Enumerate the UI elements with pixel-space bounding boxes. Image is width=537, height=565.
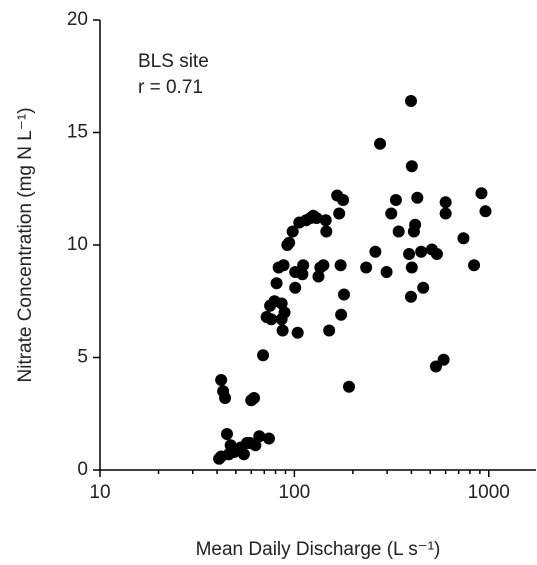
point (276, 324, 289, 337)
point (270, 277, 283, 290)
point (405, 261, 418, 274)
point (312, 270, 325, 283)
point (475, 187, 488, 200)
point (262, 432, 275, 445)
y-tick-label: 15 (67, 122, 88, 143)
point (343, 380, 356, 393)
point (265, 313, 278, 326)
point (404, 290, 417, 303)
point (405, 160, 418, 173)
point (253, 430, 266, 443)
x-tick-label: 1000 (468, 482, 510, 503)
point (369, 245, 382, 258)
point (317, 259, 330, 272)
x-tick-label: 10 (89, 482, 110, 503)
point (415, 245, 428, 258)
point (392, 225, 405, 238)
point (215, 374, 228, 386)
point (296, 268, 309, 281)
point (248, 392, 261, 404)
point (220, 428, 233, 440)
point (283, 236, 296, 249)
point (333, 207, 346, 220)
point (286, 225, 299, 238)
y-tick-label: 20 (67, 9, 88, 30)
point (323, 324, 336, 337)
point (479, 205, 492, 218)
point (468, 259, 481, 272)
x-tick-label: 100 (279, 482, 311, 503)
point (417, 281, 430, 294)
point (289, 281, 302, 294)
point (337, 194, 350, 206)
point (439, 196, 452, 209)
point (334, 259, 347, 272)
annotation: r = 0.71 (138, 77, 203, 98)
point (360, 261, 373, 274)
point (385, 207, 398, 220)
x-axis-title: Mean Daily Discharge (L s⁻¹) (196, 539, 441, 560)
point (437, 353, 450, 366)
point (374, 137, 387, 150)
point (310, 212, 323, 224)
point (319, 214, 332, 227)
annotation: BLS site (138, 51, 209, 72)
point (439, 207, 452, 220)
point (409, 218, 422, 231)
point (430, 248, 443, 260)
point (237, 448, 250, 461)
point (291, 326, 304, 339)
point (275, 297, 288, 310)
point (403, 248, 416, 260)
y-tick-label: 0 (77, 459, 88, 480)
point (404, 95, 417, 107)
point (257, 349, 270, 362)
point (243, 437, 256, 449)
point (297, 259, 310, 272)
point (457, 232, 470, 245)
point (337, 288, 350, 301)
point (320, 225, 333, 238)
y-axis-title: Nitrate Concentration (mg N L⁻¹) (15, 107, 36, 382)
point (278, 306, 291, 319)
point (380, 266, 393, 278)
point (219, 392, 232, 404)
point (429, 360, 442, 373)
point (335, 308, 348, 321)
y-tick-label: 5 (77, 347, 88, 368)
y-tick-label: 10 (67, 234, 88, 255)
point (389, 194, 402, 206)
point (277, 259, 290, 272)
point (411, 191, 424, 204)
